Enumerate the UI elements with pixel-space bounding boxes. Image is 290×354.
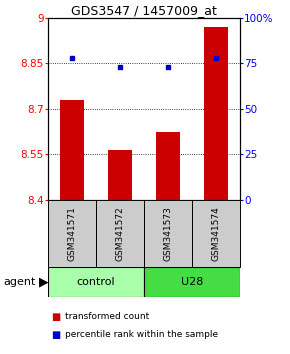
Bar	[192, 200, 240, 267]
Text: GSM341573: GSM341573	[164, 206, 173, 261]
Bar	[108, 150, 132, 200]
Bar	[96, 200, 144, 267]
Bar	[48, 200, 96, 267]
Text: GSM341571: GSM341571	[67, 206, 76, 261]
Text: percentile rank within the sample: percentile rank within the sample	[65, 330, 218, 339]
Bar	[144, 267, 240, 297]
Text: GSM341574: GSM341574	[212, 206, 221, 261]
Bar	[204, 27, 228, 200]
Text: transformed count: transformed count	[65, 312, 150, 321]
Bar	[156, 132, 180, 200]
Text: ▶: ▶	[39, 276, 49, 289]
Text: ■: ■	[51, 330, 60, 339]
Text: agent: agent	[3, 277, 35, 287]
Bar	[60, 100, 84, 200]
Text: GSM341572: GSM341572	[115, 206, 124, 261]
Text: ■: ■	[51, 312, 60, 322]
Text: control: control	[77, 277, 115, 287]
Text: U28: U28	[181, 277, 203, 287]
Bar	[48, 267, 144, 297]
Title: GDS3547 / 1457009_at: GDS3547 / 1457009_at	[71, 4, 217, 17]
Bar	[144, 200, 192, 267]
